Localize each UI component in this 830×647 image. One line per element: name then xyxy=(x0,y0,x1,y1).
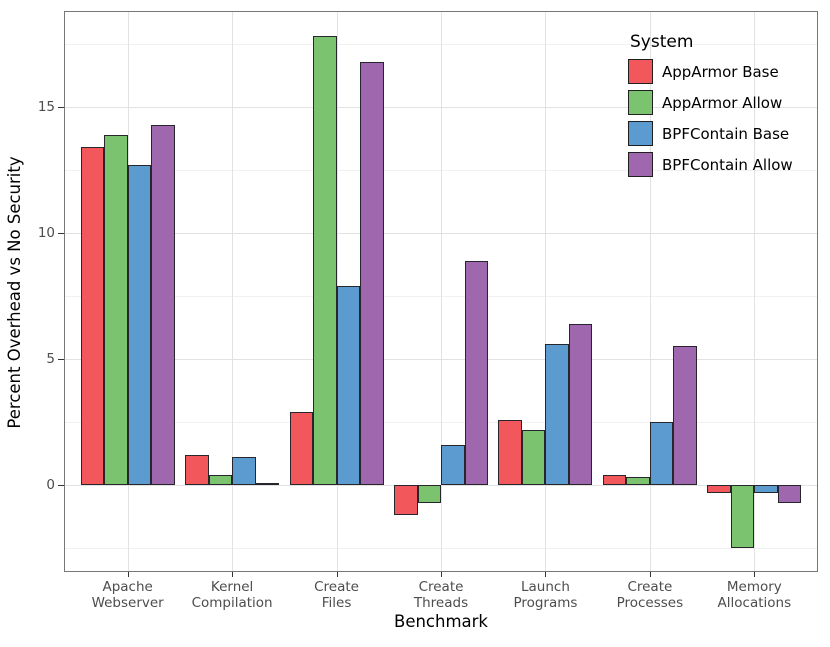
bar-apparmor-base-create-processes xyxy=(602,474,627,485)
bar-bpfcontain-allow-create-files xyxy=(360,61,384,485)
legend-item-apparmor-base: AppArmor Base xyxy=(628,59,793,84)
category-gridline xyxy=(545,12,547,571)
x-tick-mark xyxy=(545,572,547,577)
category-label-line: Launch xyxy=(520,579,570,595)
category-label-line: Programs xyxy=(513,594,578,611)
bar-apparmor-base-apache-webserver xyxy=(80,147,105,485)
bar-bpfcontain-base-launch-programs xyxy=(545,343,569,485)
bar-bpfcontain-allow-kernel-compilation xyxy=(255,482,280,485)
legend-items: AppArmor Base AppArmor Allow BPFContain Ba… xyxy=(628,59,793,177)
x-tick-mark xyxy=(127,572,129,577)
bar-bpfcontain-base-kernel-compilation xyxy=(232,457,256,485)
y-tick-label: 0 xyxy=(46,477,55,493)
bar-apparmor-allow-create-threads xyxy=(417,485,441,503)
legend-item-label: AppArmor Allow xyxy=(662,93,783,112)
category-gridline xyxy=(441,12,442,571)
bar-bpfcontain-base-create-threads xyxy=(441,444,465,485)
category-label-line: Processes xyxy=(616,594,684,611)
bar-apparmor-allow-apache-webserver xyxy=(104,134,128,485)
x-tick-mark xyxy=(441,572,442,577)
category-gridline xyxy=(754,12,756,571)
bar-apparmor-allow-create-processes xyxy=(626,477,650,485)
y-tick-label: 10 xyxy=(37,225,55,241)
legend-item-bpfcontain-allow: BPFContain Allow xyxy=(628,152,793,177)
bar-bpfcontain-base-create-processes xyxy=(649,422,674,485)
bar-apparmor-base-create-files xyxy=(289,411,314,485)
apparmor-allow-swatch-icon xyxy=(628,90,653,115)
category-label-create-threads: Create Threads xyxy=(386,579,496,611)
bar-bpfcontain-base-memory-allocations xyxy=(754,485,778,493)
y-tick-mark xyxy=(58,233,64,234)
bar-bpfcontain-allow-launch-programs xyxy=(568,323,593,485)
category-label-launch-programs: Launch Programs xyxy=(490,579,600,611)
bpfcontain-allow-swatch-icon xyxy=(628,152,653,177)
bar-apparmor-base-memory-allocations xyxy=(707,485,731,493)
category-label-line: Webserver xyxy=(91,594,164,611)
category-gridline xyxy=(649,12,651,571)
legend-item-label: BPFContain Allow xyxy=(662,155,793,174)
category-label-line: Create xyxy=(314,579,359,595)
bar-apparmor-allow-memory-allocations xyxy=(730,485,755,548)
y-tick-mark xyxy=(58,359,64,360)
bar-bpfcontain-allow-create-processes xyxy=(673,346,697,485)
category-label-line: Apache xyxy=(102,579,153,595)
plot-panel: System AppArmor Base AppArmor Allow BPFCon… xyxy=(64,11,818,572)
category-label-line: Threads xyxy=(413,594,469,611)
category-label-line: Allocations xyxy=(717,594,792,611)
category-label-apache-webserver: Apache Webserver xyxy=(73,579,183,611)
category-label-line: Compilation xyxy=(191,594,273,611)
legend-item-apparmor-allow: AppArmor Allow xyxy=(628,90,793,115)
category-label-line: Files xyxy=(321,594,352,611)
category-label-kernel-compilation: Kernel Compilation xyxy=(177,579,287,611)
category-label-create-processes: Create Processes xyxy=(595,579,705,611)
bar-apparmor-allow-kernel-compilation xyxy=(208,474,233,485)
y-tick-label: 5 xyxy=(46,351,55,367)
legend-item-label: AppArmor Base xyxy=(662,62,779,81)
x-tick-mark xyxy=(649,572,651,577)
bar-bpfcontain-allow-memory-allocations xyxy=(777,485,802,503)
y-tick-mark xyxy=(58,107,64,108)
category-label-memory-allocations: Memory Allocations xyxy=(699,579,809,611)
category-label-line: Kernel xyxy=(210,579,254,595)
bar-bpfcontain-base-apache-webserver xyxy=(127,165,152,485)
bar-bpfcontain-allow-create-threads xyxy=(464,260,488,485)
x-axis-title: Benchmark xyxy=(394,612,488,631)
x-tick-mark xyxy=(336,572,338,577)
category-label-line: Create xyxy=(627,579,673,595)
legend-item-label: BPFContain Base xyxy=(662,124,790,143)
legend-item-bpfcontain-base: BPFContain Base xyxy=(628,121,793,146)
apparmor-base-swatch-icon xyxy=(628,59,653,84)
bar-apparmor-allow-launch-programs xyxy=(521,429,546,485)
y-tick-mark xyxy=(58,485,64,486)
x-tick-mark xyxy=(754,572,756,577)
bar-apparmor-base-kernel-compilation xyxy=(185,454,209,485)
legend: System AppArmor Base AppArmor Allow BPFCon… xyxy=(628,32,793,183)
bar-apparmor-allow-create-files xyxy=(313,36,337,485)
bar-apparmor-base-create-threads xyxy=(394,485,418,516)
x-tick-mark xyxy=(232,572,234,577)
bar-bpfcontain-base-create-files xyxy=(336,285,361,485)
category-label-create-files: Create Files xyxy=(282,579,392,611)
category-label-line: Memory xyxy=(726,579,782,595)
category-gridline xyxy=(232,12,234,571)
bar-apparmor-base-launch-programs xyxy=(498,419,522,485)
bpfcontain-base-swatch-icon xyxy=(628,121,653,146)
category-label-line: Create xyxy=(418,579,464,595)
y-tick-label: 15 xyxy=(37,99,55,115)
legend-title: System xyxy=(630,32,694,52)
bar-bpfcontain-allow-apache-webserver xyxy=(151,124,175,485)
